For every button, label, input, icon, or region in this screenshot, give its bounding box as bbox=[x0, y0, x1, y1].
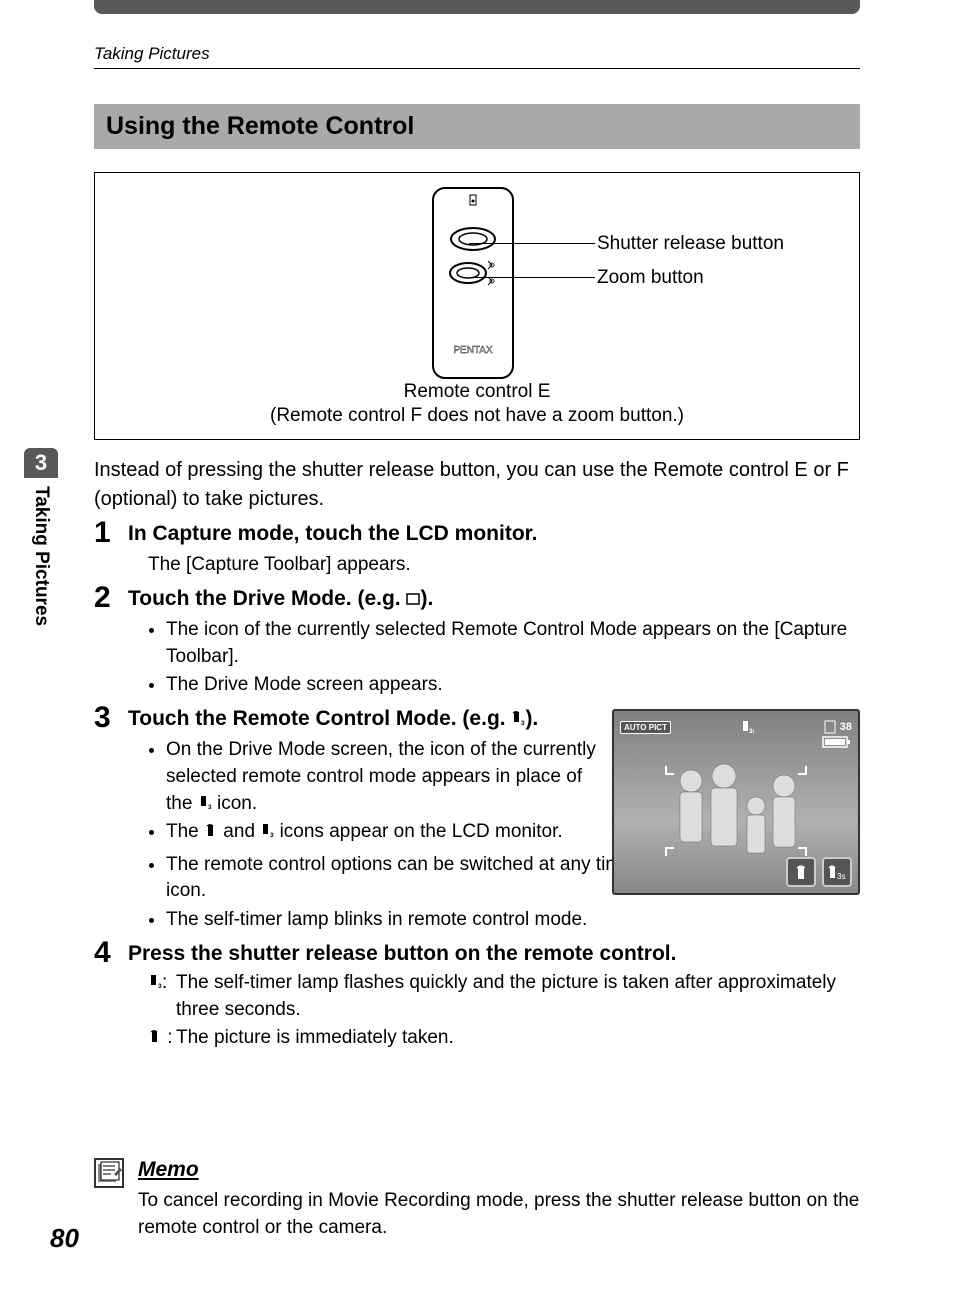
svg-text:3s: 3s bbox=[749, 729, 754, 735]
chapter-title-vertical: Taking Pictures bbox=[24, 478, 58, 634]
step-3: 3 Touch the Remote Control Mode. (e.g. 3… bbox=[94, 705, 860, 934]
page-number: 80 bbox=[50, 1223, 79, 1254]
step-1: 1 In Capture mode, touch the LCD monitor… bbox=[94, 520, 860, 579]
step-4: 4 Press the shutter release button on th… bbox=[94, 940, 860, 1052]
caption-line1: Remote control E bbox=[404, 381, 551, 402]
battery-icon bbox=[822, 735, 852, 749]
steps-list: 1 In Capture mode, touch the LCD monitor… bbox=[94, 520, 860, 1058]
bullet: On the Drive Mode screen, the icon of th… bbox=[166, 737, 608, 817]
bullet: The Drive Mode screen appears. bbox=[166, 672, 860, 699]
callout-zoom: Zoom button bbox=[597, 267, 704, 289]
intro-paragraph: Instead of pressing the shutter release … bbox=[94, 456, 860, 514]
lcd-screenshot: AUTO PICT 3s 38 3s bbox=[612, 709, 860, 895]
definition-row: : The picture is immediately taken. bbox=[148, 1025, 860, 1052]
lcd-remote-3s-button[interactable]: 3s bbox=[822, 857, 852, 887]
remote-diagram: PENTAX Shutter release button Zoom butto… bbox=[94, 172, 860, 440]
remote-3s-icon: 3s bbox=[740, 719, 754, 735]
callout-shutter: Shutter release button bbox=[597, 233, 784, 255]
bullet: The and 3S icons appear on the LCD monit… bbox=[166, 819, 608, 846]
remote-icon: : bbox=[148, 1025, 176, 1052]
caption-line2: (Remote control F does not have a zoom b… bbox=[270, 405, 684, 426]
remote-3s-icon: 3S bbox=[198, 795, 212, 811]
section-title: Using the Remote Control bbox=[94, 104, 860, 149]
bullet: The icon of the currently selected Remot… bbox=[166, 617, 860, 670]
step-title: Touch the Drive Mode. (e.g. ). bbox=[128, 585, 860, 613]
memo-block: Memo To cancel recording in Movie Record… bbox=[94, 1158, 860, 1241]
step-number: 4 bbox=[94, 936, 111, 970]
header-section-label: Taking Pictures bbox=[94, 44, 210, 64]
diagram-caption: Remote control E (Remote control F does … bbox=[95, 380, 859, 429]
remote-3s-icon: 3S bbox=[260, 823, 274, 839]
definition-text: The self-timer lamp flashes quickly and … bbox=[176, 970, 860, 1023]
chapter-number: 3 bbox=[24, 448, 58, 478]
svg-text:3s: 3s bbox=[837, 872, 845, 881]
definition-row: 3S: The self-timer lamp flashes quickly … bbox=[148, 970, 860, 1023]
memo-text: To cancel recording in Movie Recording m… bbox=[138, 1188, 860, 1241]
header-rule bbox=[94, 68, 860, 69]
chapter-tab: 3 Taking Pictures bbox=[24, 448, 58, 634]
remote-3s-icon: 3S bbox=[511, 711, 525, 727]
top-bar bbox=[94, 0, 860, 14]
callout-line-shutter bbox=[469, 243, 595, 244]
step-number: 2 bbox=[94, 581, 111, 615]
card-icon bbox=[824, 720, 836, 734]
memo-icon bbox=[94, 1158, 124, 1188]
memo-title: Memo bbox=[138, 1158, 860, 1182]
definition-text: The picture is immediately taken. bbox=[176, 1025, 454, 1052]
step-number: 1 bbox=[94, 516, 111, 550]
lcd-remote-button[interactable] bbox=[786, 857, 816, 887]
step-2: 2 Touch the Drive Mode. (e.g. ). The ico… bbox=[94, 585, 860, 699]
bullet: The self-timer lamp blinks in remote con… bbox=[166, 907, 860, 934]
remote-control-illustration: PENTAX bbox=[428, 183, 518, 383]
remote-3s-icon: 3S: bbox=[148, 970, 176, 1023]
single-frame-icon bbox=[406, 591, 420, 607]
auto-pict-badge: AUTO PICT bbox=[620, 721, 671, 734]
step-number: 3 bbox=[94, 701, 111, 735]
svg-text:3S: 3S bbox=[158, 984, 162, 990]
brand-text: PENTAX bbox=[453, 345, 493, 356]
step-title: Press the shutter release button on the … bbox=[128, 940, 860, 968]
step-title: Touch the Remote Control Mode. (e.g. 3S)… bbox=[128, 705, 608, 733]
remote-icon bbox=[204, 823, 218, 839]
shot-count: 38 bbox=[840, 721, 852, 733]
step-subtext: The [Capture Toolbar] appears. bbox=[148, 552, 860, 579]
people-illustration bbox=[656, 756, 816, 866]
callout-line-zoom bbox=[469, 277, 595, 278]
step-title: In Capture mode, touch the LCD monitor. bbox=[128, 520, 860, 548]
